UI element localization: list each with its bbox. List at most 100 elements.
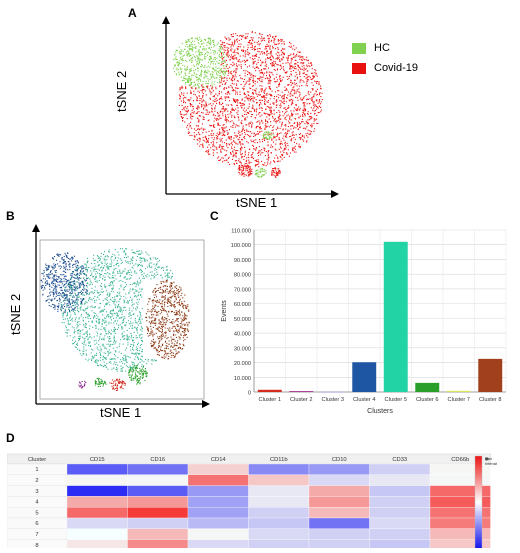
cluster-8-points: [145, 280, 190, 360]
heatmap-cell: [188, 518, 249, 529]
heatmap-cell: [309, 475, 370, 486]
heatmap-cell: [370, 475, 431, 486]
heatmap-cell: [188, 529, 249, 540]
panel-b-points: [41, 248, 190, 391]
heatmap-cell: [370, 496, 431, 507]
hc-bottom-cluster: [255, 168, 267, 178]
heatmap-cell: [67, 507, 128, 518]
heatmap-cell: [249, 518, 310, 529]
y-tick-label: 0: [248, 391, 251, 397]
x-tick-label: Cluster 1: [259, 397, 281, 403]
heatmap-cell: [67, 496, 128, 507]
legend-item-hc: HC: [352, 42, 418, 54]
panel-d-label: D: [6, 431, 15, 445]
x-axis-title: Clusters: [367, 408, 393, 415]
heatmap-cell: [67, 486, 128, 497]
heatmap-cell: [67, 464, 128, 475]
heatmap-cell: [128, 486, 189, 497]
heatmap-cell: [309, 540, 370, 548]
legend-label-hc: HC: [374, 42, 390, 54]
heatmap-column-header: CD15: [90, 457, 105, 463]
panel-b-frame: [40, 240, 204, 399]
panel-a-legend: HC Covid-19: [352, 42, 418, 74]
bar-cluster-7: [447, 391, 471, 392]
y-tick-label: 100.000: [231, 243, 251, 249]
panel-a-ylabel: tSNE 2: [114, 71, 129, 112]
panel-b-ylabel: tSNE 2: [8, 294, 23, 335]
heatmap-column-header: CD33: [392, 457, 407, 463]
heatmap-legend-label: Max: [485, 457, 492, 461]
covid-cluster-main: [179, 31, 323, 168]
heatmap-column-header: CD11b: [270, 457, 288, 463]
heatmap-cell: [67, 540, 128, 548]
y-tick-label: 30.000: [234, 346, 251, 352]
x-tick-label: Cluster 7: [448, 397, 470, 403]
bar-cluster-1: [258, 390, 282, 392]
y-tick-label: 20.000: [234, 361, 251, 367]
heatmap-cell: [128, 507, 189, 518]
heatmap-row-label: 3: [35, 489, 38, 495]
heatmap-cell: [249, 486, 310, 497]
heatmap-column-header: CD66b: [451, 457, 469, 463]
hc-cluster: [173, 37, 228, 89]
heatmap-color-legend: [475, 456, 482, 548]
heatmap-cell: [370, 464, 431, 475]
cluster-6-points: [128, 365, 148, 385]
legend-item-covid: Covid-19: [352, 62, 418, 74]
y-tick-label: 70.000: [234, 287, 251, 293]
heatmap-cell: [249, 475, 310, 486]
heatmap-cell: [188, 507, 249, 518]
bar-cluster-2: [289, 391, 313, 392]
heatmap-cell: [67, 518, 128, 529]
panel-a-points: [173, 31, 323, 178]
legend-swatch-hc: [352, 43, 366, 54]
y-tick-label: 110.000: [231, 229, 251, 235]
heatmap-row-label: 6: [35, 521, 38, 527]
heatmap-cell: [370, 518, 431, 529]
heatmap-row-label: 8: [35, 543, 38, 548]
cluster-5-points: [60, 248, 173, 372]
panel-a-tsne-plot: [140, 14, 340, 206]
x-tick-label: Cluster 6: [416, 397, 438, 403]
heatmap-cell: [249, 464, 310, 475]
bar-cluster-8: [478, 359, 502, 392]
heatmap-cell: [249, 507, 310, 518]
x-tick-label: Cluster 2: [290, 397, 312, 403]
x-tick-label: Cluster 4: [353, 397, 375, 403]
heatmap-cell: [188, 475, 249, 486]
heatmap-cell: [370, 529, 431, 540]
panel-a-label: A: [128, 6, 137, 20]
heatmap-row-header: Cluster: [28, 457, 46, 463]
panel-b-label: B: [6, 209, 15, 223]
heatmap-cell: [309, 496, 370, 507]
y-tick-label: 40.000: [234, 332, 251, 338]
panel-a-xlabel: tSNE 1: [236, 195, 277, 210]
heatmap-header-row: [7, 454, 491, 464]
heatmap-cell: [128, 496, 189, 507]
heatmap-cell: [370, 486, 431, 497]
panel-c-bar-chart: 010.00020.00030.00040.00050.00060.00070.…: [214, 222, 514, 430]
heatmap-cell: [128, 475, 189, 486]
heatmap-cell: [309, 507, 370, 518]
panel-c-label: C: [210, 209, 219, 223]
heatmap-cell: [249, 540, 310, 548]
heatmap-cell: [188, 464, 249, 475]
heatmap-cell: [188, 540, 249, 548]
cluster-2-points: [78, 381, 86, 389]
heatmap-cell: [309, 464, 370, 475]
heatmap-cell: [188, 486, 249, 497]
heatmap-cell: [128, 518, 189, 529]
heatmap-cell: [128, 464, 189, 475]
heatmap-row-label: 7: [35, 532, 38, 538]
bar-cluster-5: [384, 242, 408, 392]
legend-swatch-covid: [352, 63, 366, 74]
x-tick-label: Cluster 3: [322, 397, 344, 403]
heatmap-cell: [249, 496, 310, 507]
heatmap-cell: [370, 540, 431, 548]
panel-b-tsne-plot: [22, 224, 210, 409]
heatmap-cell: [128, 529, 189, 540]
panel-b-xlabel: tSNE 1: [100, 405, 141, 420]
heatmap-column-header: CD16: [150, 457, 165, 463]
heatmap-cell: [309, 529, 370, 540]
